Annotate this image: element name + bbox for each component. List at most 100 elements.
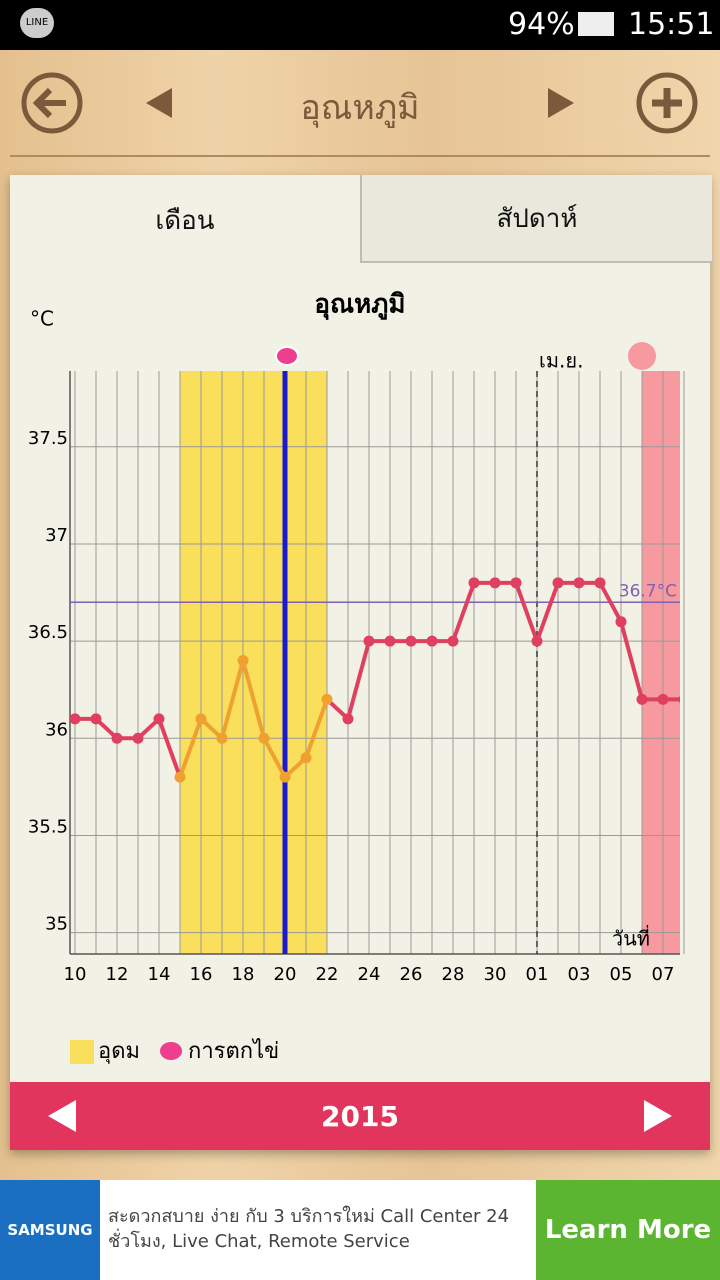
data-point	[447, 635, 459, 647]
prev-button[interactable]	[146, 88, 172, 118]
card: เดือน สัปดาห์	[10, 175, 712, 1150]
line-segment	[241, 660, 266, 739]
data-point	[615, 616, 627, 628]
data-point	[552, 577, 564, 589]
back-button[interactable]	[21, 72, 83, 134]
x-tick-label: 22	[316, 964, 339, 985]
legend-label: อุดม	[98, 1039, 140, 1064]
x-tick-label: 05	[610, 964, 633, 985]
prev-year[interactable]	[48, 1100, 76, 1132]
tab[interactable]: เดือน	[10, 175, 360, 265]
y-unit: °C	[30, 307, 54, 331]
data-point	[489, 577, 501, 589]
battery-text: 94%	[508, 7, 575, 42]
line-segment	[304, 698, 329, 759]
line-segment	[535, 582, 560, 642]
data-point	[237, 655, 249, 667]
x-tick-label: 24	[358, 964, 381, 985]
data-point	[174, 771, 186, 783]
y-tick-label: 37.5	[28, 428, 68, 449]
data-point	[678, 695, 680, 704]
data-point	[300, 752, 312, 764]
line-segment	[451, 582, 476, 642]
line-segment	[178, 718, 203, 778]
data-point	[657, 693, 669, 705]
period-marker	[628, 342, 656, 370]
next-year[interactable]	[644, 1100, 672, 1132]
data-point	[531, 635, 543, 647]
x-tick-label: 01	[526, 964, 549, 985]
ovulation-marker	[275, 346, 299, 366]
data-point	[321, 693, 333, 705]
data-point	[363, 635, 375, 647]
data-layer	[70, 577, 680, 783]
x-axis-label: วันที่	[612, 925, 650, 951]
y-tick-label: 36.5	[28, 622, 68, 643]
reference-label: 36.7°C	[619, 581, 677, 601]
line-segment	[598, 581, 623, 623]
data-point	[258, 732, 270, 744]
legend-label: การตกไข่	[188, 1038, 279, 1064]
line-segment	[157, 718, 182, 778]
x-tick-label: 16	[190, 964, 213, 985]
data-point	[132, 732, 144, 744]
data-point	[510, 577, 522, 589]
x-tick-label: 20	[274, 964, 297, 985]
x-tick-label: 26	[400, 964, 423, 985]
line-segment	[619, 621, 644, 700]
line-segment	[262, 737, 287, 779]
x-tick-label: 07	[652, 964, 675, 985]
data-point	[594, 577, 606, 589]
line-segment	[346, 640, 371, 720]
data-point	[90, 713, 102, 725]
year: 2015	[321, 1099, 399, 1133]
status-bar: LINE 94% 15:51	[0, 0, 720, 50]
data-point	[216, 732, 228, 744]
line-icon: LINE	[20, 8, 54, 38]
period-band	[642, 371, 680, 954]
x-tick-label: 28	[442, 964, 465, 985]
chart-title: อุณหภูมิ	[314, 290, 405, 321]
x-tick-label: 10	[64, 964, 87, 985]
month-label: เม.ย.	[539, 349, 583, 373]
line-segment	[220, 660, 245, 739]
y-tick-label: 35	[45, 914, 68, 935]
ad-text: สะดวกสบาย ง่าย กับ 3 บริการใหม่ Call Cen…	[108, 1206, 510, 1252]
x-tick-label: 30	[484, 964, 507, 985]
data-point	[195, 713, 207, 725]
data-point	[111, 732, 123, 744]
data-point	[384, 635, 396, 647]
data-point	[153, 713, 165, 725]
header-icons	[10, 72, 710, 157]
chart: อุณหภูมิ °C 10 12 14 16 18 20 22 24 26 28 30 01 03 05…	[28, 290, 685, 1064]
data-point	[636, 693, 648, 705]
add-button[interactable]	[636, 72, 698, 134]
legend-swatch	[70, 1040, 94, 1064]
y-tick-label: 35.5	[28, 816, 68, 837]
battery-icon	[578, 12, 614, 36]
ad-button[interactable]: Learn More	[536, 1180, 720, 1280]
next-button[interactable]	[548, 88, 574, 118]
y-tick-label: 36	[45, 719, 68, 740]
data-point	[70, 713, 81, 725]
data-point	[426, 635, 438, 647]
tab[interactable]: สัปดาห์	[360, 175, 712, 263]
line-segment	[514, 582, 539, 642]
header-title: อุณหภูมิ	[300, 88, 420, 128]
data-point	[405, 635, 417, 647]
x-tick-label: 14	[148, 964, 171, 985]
year-bar: 2015	[10, 1082, 710, 1150]
data-point	[468, 577, 480, 589]
ad-brand: SAMSUNG	[0, 1180, 100, 1280]
fertile-band	[180, 371, 327, 954]
data-point	[342, 713, 354, 725]
x-tick-label: 03	[568, 964, 591, 985]
data-point	[279, 771, 291, 783]
clock: 15:51	[628, 7, 715, 42]
year-arrows	[48, 1100, 672, 1132]
x-tick-label: 18	[232, 964, 255, 985]
data-point	[573, 577, 585, 589]
header: อุณหภูมิ	[0, 50, 720, 160]
ad-banner: SAMSUNG สะดวกสบาย ง่าย กับ 3 บริการใหม่ …	[0, 1180, 720, 1280]
